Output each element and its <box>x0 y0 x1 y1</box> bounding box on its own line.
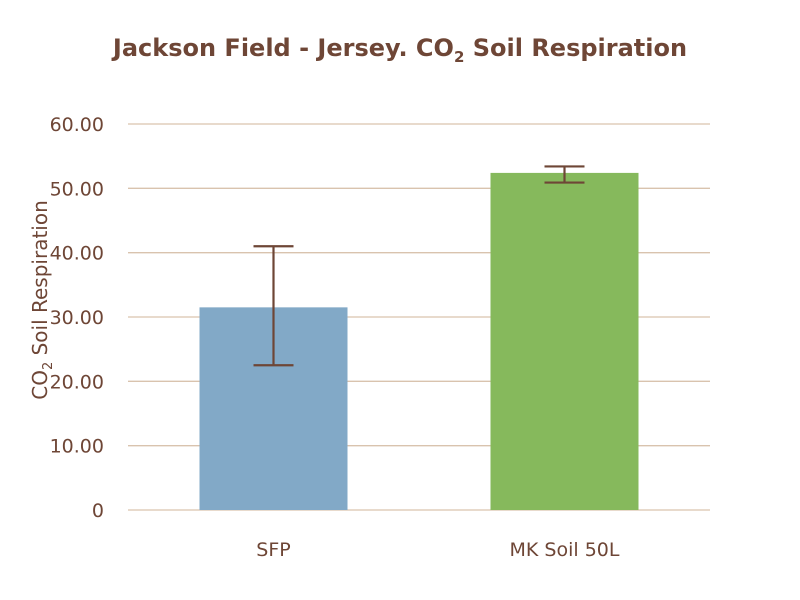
chart-title-subscript: 2 <box>453 47 465 66</box>
bar <box>490 172 639 511</box>
y-tick-label: 10.00 <box>50 436 104 458</box>
chart-title-main: Jackson Field - Jersey. CO <box>112 34 454 62</box>
chart-title: Jackson Field - Jersey. CO2 Soil Respira… <box>0 34 800 66</box>
chart-title-rest: Soil Respiration <box>464 34 688 62</box>
x-tick-label: MK Soil 50L <box>510 539 620 561</box>
y-tick-label: 20.00 <box>50 371 104 393</box>
y-tick-label: 60.00 <box>50 114 104 136</box>
y-tick-label: 30.00 <box>50 307 104 329</box>
y-tick-label: 50.00 <box>50 178 104 200</box>
y-tick-label: 40.00 <box>50 243 104 265</box>
y-tick-label: 0 <box>92 500 104 522</box>
x-tick-label: SFP <box>256 539 290 561</box>
